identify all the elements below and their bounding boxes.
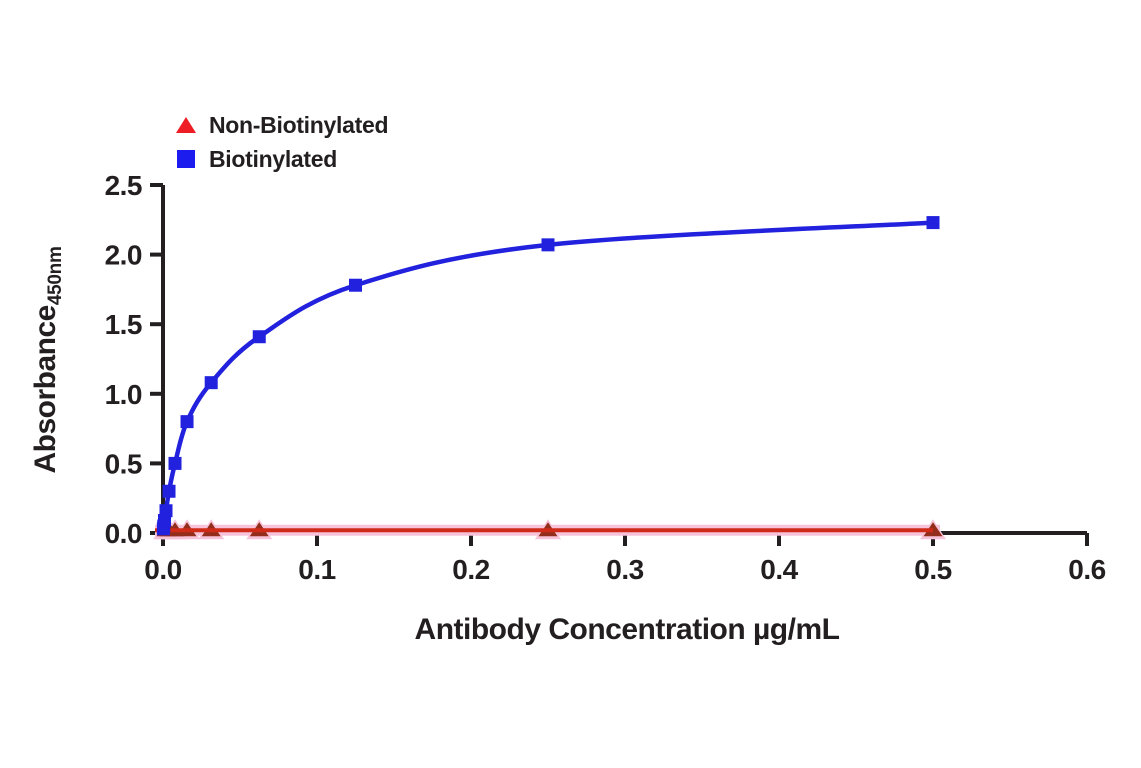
svg-text:0.5: 0.5 bbox=[105, 448, 142, 479]
svg-text:0.5: 0.5 bbox=[914, 554, 951, 585]
svg-text:2.5: 2.5 bbox=[105, 170, 142, 201]
legend-label-biotinylated: Biotinylated bbox=[209, 145, 338, 172]
svg-text:0.3: 0.3 bbox=[606, 554, 643, 585]
svg-text:1.5: 1.5 bbox=[105, 309, 142, 340]
svg-text:0.2: 0.2 bbox=[452, 554, 489, 585]
svg-text:0.0: 0.0 bbox=[105, 518, 142, 549]
legend-label-non-biotinylated: Non-Biotinylated bbox=[209, 111, 389, 138]
svg-text:0.4: 0.4 bbox=[760, 554, 798, 585]
svg-text:1.0: 1.0 bbox=[105, 379, 142, 410]
legend-marker-box bbox=[176, 150, 196, 168]
svg-text:0.1: 0.1 bbox=[298, 554, 335, 585]
legend-item-non-biotinylated: Non-Biotinylated bbox=[176, 110, 389, 140]
x-axis-title: Antibody Concentration µg/mL bbox=[414, 613, 840, 646]
triangle-marker-icon bbox=[176, 117, 196, 133]
legend: Non-Biotinylated Biotinylated bbox=[176, 110, 389, 174]
square-marker-icon bbox=[177, 150, 195, 168]
y-axis-title-text: Absorbance bbox=[29, 305, 62, 474]
svg-text:0.0: 0.0 bbox=[144, 554, 181, 585]
svg-text:2.0: 2.0 bbox=[105, 240, 142, 271]
legend-item-biotinylated: Biotinylated bbox=[176, 144, 388, 174]
y-axis-title-subscript: 450nm bbox=[45, 246, 66, 306]
y-axis-title: Absorbance450nm bbox=[24, 210, 68, 510]
legend-marker-box bbox=[176, 117, 196, 133]
svg-text:0.6: 0.6 bbox=[1068, 554, 1105, 585]
